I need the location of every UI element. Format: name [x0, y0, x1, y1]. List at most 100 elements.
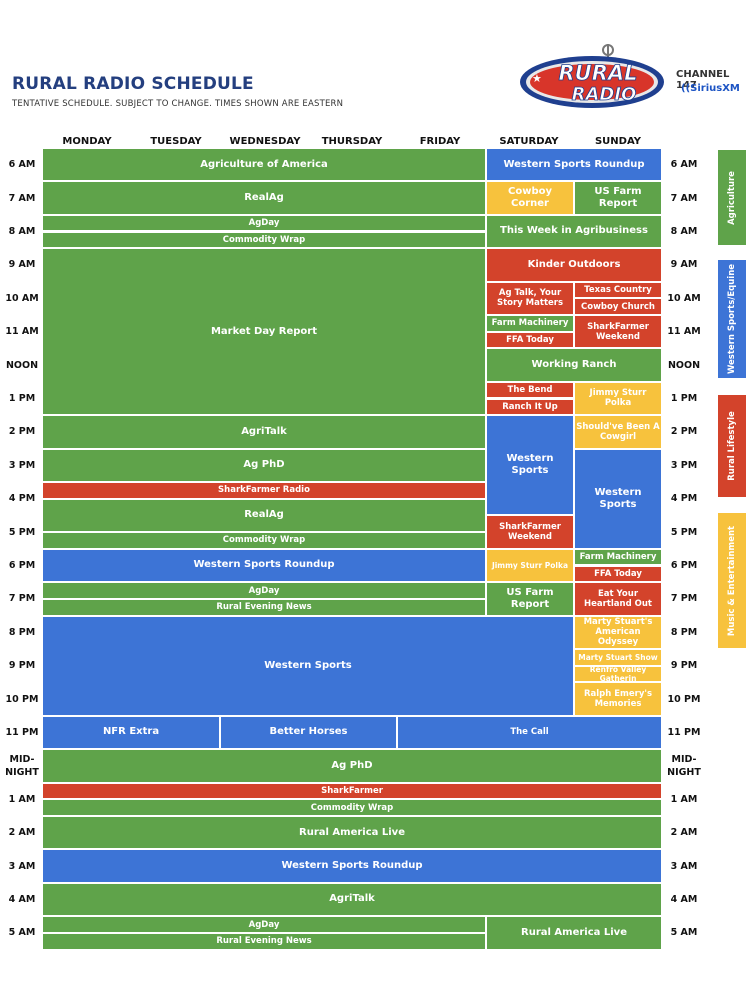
program-block-ffa-today: FFA Today — [486, 331, 574, 349]
time-label-left: 10 AM — [5, 292, 39, 304]
time-label-left: 2 AM — [8, 827, 36, 839]
time-label-right: 5 AM — [670, 927, 698, 939]
time-label-left: 11 PM — [5, 727, 39, 738]
program-block-ag-phd: Ag PhD — [42, 749, 662, 783]
time-label-left: 8 PM — [8, 626, 36, 638]
program-block-agday: AgDay — [42, 214, 486, 232]
time-label-right: 4 AM — [670, 894, 698, 905]
legend-western-sports-equine: Western Sports/Equine — [718, 260, 746, 378]
logo-text-bottom: RADIO — [572, 84, 637, 105]
time-label-right: 7 AM — [670, 192, 698, 204]
program-block-nfr-extra: NFR Extra — [42, 715, 220, 750]
program-block-marty-stuart-show: Marty Stuart Show — [574, 649, 662, 666]
program-block-renfro-valley-gatherin: Renfro Valley Gatherin — [574, 665, 662, 683]
time-label-left: MID- NIGHT — [5, 753, 39, 778]
time-label-left: 10 PM — [5, 693, 39, 705]
time-label-right: 8 AM — [670, 226, 698, 237]
program-block-cowboy-corner: Cowboy Corner — [486, 181, 574, 215]
program-block-western-sports-roundup: Western Sports Roundup — [42, 849, 662, 883]
program-block-western-sports-roundup: Western Sports Roundup — [486, 148, 662, 182]
program-block-ffa-today: FFA Today — [574, 565, 662, 583]
program-block-marty-stuart-s-american-odyssey: Marty Stuart's American Odyssey — [574, 615, 662, 649]
svg-text:★: ★ — [532, 72, 542, 85]
time-label-left: 5 PM — [8, 526, 36, 538]
program-block-rural-america-live: Rural America Live — [42, 816, 662, 850]
day-header-sunday: SUNDAY — [594, 136, 641, 147]
legend-music-entertainment: Music & Entertainment — [718, 513, 746, 648]
program-block-western-sports-roundup: Western Sports Roundup — [42, 548, 486, 583]
legend-label: Rural Lifestyle — [727, 411, 738, 481]
siriusxm-brand: ((SiriusXM — [681, 83, 740, 94]
program-block-ag-phd: Ag PhD — [42, 448, 486, 482]
time-label-left: 1 AM — [8, 793, 36, 805]
program-block-farm-machinery: Farm Machinery — [486, 315, 574, 332]
time-label-right: 8 PM — [670, 626, 698, 638]
program-block-the-call: The Call — [397, 715, 662, 750]
day-header-thursday: THURSDAY — [321, 136, 383, 147]
day-header-friday: FRIDAY — [419, 136, 461, 147]
time-label-left: 1 PM — [8, 393, 36, 404]
logo-text-top: RURAL — [558, 61, 637, 85]
time-label-right: 1 AM — [670, 793, 698, 805]
time-label-right: 4 PM — [670, 493, 698, 505]
program-block-cowboy-church: Cowboy Church — [574, 298, 662, 315]
time-label-right: 9 AM — [670, 259, 698, 271]
program-block-agday: AgDay — [42, 582, 486, 599]
siriusxm-brand-text: SiriusXM — [690, 83, 740, 94]
time-label-left: 3 AM — [8, 860, 36, 872]
program-block-this-week-in-agribusiness: This Week in Agribusiness — [486, 214, 662, 249]
program-block-kinder-outdoors: Kinder Outdoors — [486, 248, 662, 282]
rural-radio-logo: ★ RURAL RADIO — [520, 44, 664, 108]
page-subtitle: TENTATIVE SCHEDULE. SUBJECT TO CHANGE. T… — [12, 99, 344, 109]
program-block-sharkfarmer-radio: SharkFarmer Radio — [42, 482, 486, 499]
time-label-left: 7 PM — [8, 593, 36, 605]
time-label-right: 6 PM — [670, 560, 698, 571]
program-block-rural-evening-news: Rural Evening News — [42, 598, 486, 616]
program-block-agday: AgDay — [42, 916, 486, 933]
day-header-monday: MONDAY — [62, 136, 112, 147]
program-block-sharkfarmer: SharkFarmer — [42, 782, 662, 800]
program-block-sharkfarmer-weekend: SharkFarmer Weekend — [574, 315, 662, 349]
program-block-realag: RealAg — [42, 181, 486, 215]
program-block-eat-your-heartland-out: Eat Your Heartland Out — [574, 582, 662, 616]
time-label-left: 11 AM — [5, 326, 39, 338]
time-label-left: 9 PM — [8, 660, 36, 672]
day-header-wednesday: WEDNESDAY — [229, 136, 301, 147]
program-block-ralph-emery-s-memories: Ralph Emery's Memories — [574, 682, 662, 716]
program-block-commodity-wrap: Commodity Wrap — [42, 799, 662, 816]
time-label-left: 8 AM — [8, 226, 36, 237]
legend-rural-lifestyle: Rural Lifestyle — [718, 395, 746, 497]
time-label-right: NOON — [667, 359, 701, 371]
time-label-left: 3 PM — [8, 459, 36, 471]
program-block-western-sports: Western Sports — [574, 448, 662, 549]
page-title: RURAL RADIO SCHEDULE — [12, 74, 254, 94]
program-block-agritalk: AgriTalk — [42, 415, 486, 449]
time-label-left: 6 PM — [8, 560, 36, 571]
day-header-tuesday: TUESDAY — [150, 136, 202, 147]
time-label-right: 3 PM — [670, 459, 698, 471]
program-block-farm-machinery: Farm Machinery — [574, 548, 662, 566]
program-block-us-farm-report: US Farm Report — [574, 181, 662, 215]
program-block-ranch-it-up: Ranch It Up — [486, 398, 574, 416]
time-label-right: 5 PM — [670, 526, 698, 538]
program-block-commodity-wrap: Commodity Wrap — [42, 532, 486, 549]
program-block-realag: RealAg — [42, 498, 486, 533]
time-label-left: 4 AM — [8, 894, 36, 905]
day-header-saturday: SATURDAY — [499, 136, 559, 147]
time-label-left: 6 AM — [8, 159, 36, 171]
program-block-working-ranch: Working Ranch — [486, 348, 662, 382]
program-block-texas-country: Texas Country — [574, 281, 662, 299]
time-label-right: 2 AM — [670, 827, 698, 839]
legend-label: Agriculture — [727, 170, 737, 225]
time-label-right: MID- NIGHT — [667, 753, 701, 778]
program-block-market-day-report: Market Day Report — [42, 248, 486, 416]
legend-label: Western Sports/Equine — [727, 263, 738, 375]
time-label-left: 5 AM — [8, 927, 36, 939]
time-label-right: 10 AM — [667, 292, 701, 304]
time-label-right: 11 PM — [667, 727, 701, 738]
time-label-right: 2 PM — [670, 426, 698, 438]
time-label-right: 3 AM — [670, 860, 698, 872]
program-block-western-sports: Western Sports — [486, 415, 574, 516]
program-block-ag-talk-your-story-matters: Ag Talk, Your Story Matters — [486, 281, 574, 315]
program-block-the-bend: The Bend — [486, 381, 574, 399]
